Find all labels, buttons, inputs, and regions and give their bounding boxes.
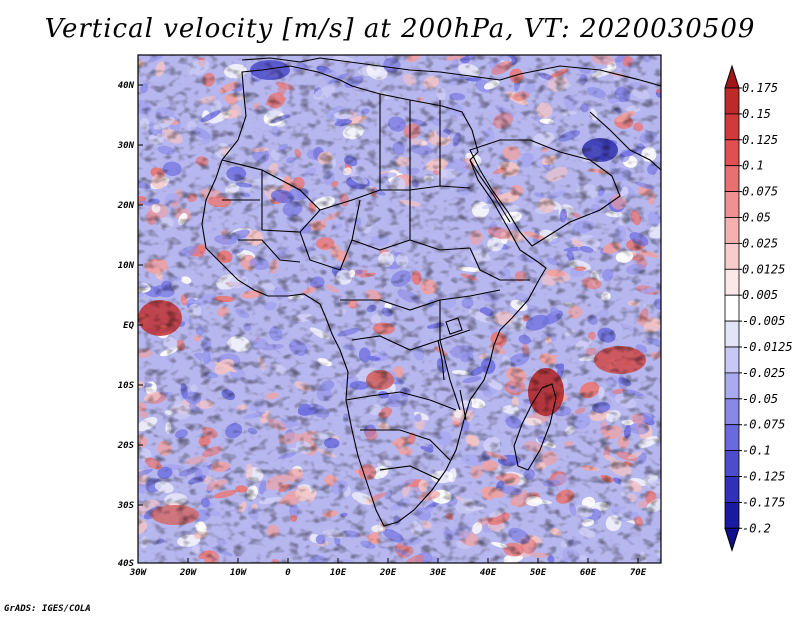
asia-coast [589, 111, 661, 171]
colorbar-label: 0.1 [742, 159, 764, 173]
lat-label: 30S [117, 501, 135, 511]
velocity-field [138, 55, 661, 563]
map-frame [137, 54, 662, 564]
colorbar-label: -0.05 [742, 392, 778, 406]
lake-malawi [459, 389, 467, 421]
colorbar-bin [724, 165, 740, 192]
border-5 [351, 239, 411, 251]
colorbar-bin [724, 398, 740, 426]
border-14 [439, 300, 461, 411]
border-16 [238, 239, 301, 263]
colorbar-label: 0.005 [742, 288, 778, 302]
coastline-borders [201, 57, 661, 527]
border-6 [340, 289, 501, 311]
colorbar-bin [724, 139, 740, 167]
colorbar-bin [724, 268, 740, 296]
madagascar-outline [513, 383, 557, 471]
colorbar-label: 0.175 [742, 81, 778, 95]
africa-coastline [201, 65, 547, 527]
lat-label: EQ [123, 321, 134, 331]
lat-label: 10S [118, 381, 135, 391]
colorbar-label: 0.15 [742, 107, 771, 121]
border-1 [221, 159, 471, 211]
colorbar-label: -0.1 [742, 444, 771, 458]
border-7 [351, 329, 471, 351]
colorbar-label: -0.0125 [742, 340, 793, 354]
colorbar-bin [724, 372, 740, 400]
lat-label: 20N [117, 201, 135, 211]
colorbar-label: -0.005 [742, 314, 785, 328]
colorbar-bin [724, 87, 740, 115]
lon-label: 30W [129, 568, 148, 578]
colorbar-label: -0.2 [742, 521, 771, 535]
colorbar-label: 0.125 [742, 133, 778, 147]
border-3 [299, 199, 361, 271]
border-13 [469, 247, 530, 281]
colorbar-bin [724, 242, 740, 270]
colorbar-bin [724, 476, 740, 503]
lon-label: 40E [480, 568, 497, 578]
border-9 [360, 429, 451, 461]
lon-label: 70E [630, 568, 647, 578]
colorbar-label: -0.175 [742, 495, 785, 509]
red-sea [469, 159, 511, 223]
colorbar-bin [724, 294, 740, 322]
latitude-labels: 40N 30N 20N 10N EQ 10S 20S 30S 40S [117, 81, 135, 569]
colorbar-cap-bottom [724, 527, 740, 552]
lake-victoria [445, 317, 463, 335]
colorbar-label: 0.075 [742, 185, 778, 199]
colorbar-cap-top [724, 64, 740, 89]
longitude-labels: 30W 20W 10W 0 10E 20E 30E 40E 50E 60E 70E [129, 568, 647, 578]
colorbar-bin [724, 424, 740, 452]
lon-label: 20W [179, 568, 198, 578]
colorbar-label: -0.025 [742, 366, 785, 380]
credit-text: GrADS: IGES/COLA [4, 604, 91, 614]
lat-label: 30N [117, 141, 135, 151]
colorbar-bin [724, 450, 740, 477]
colorbar-label: -0.125 [742, 470, 785, 484]
lat-label: 40N [118, 81, 135, 91]
europe-coast [241, 57, 661, 87]
map-title: Vertical velocity [m/s] at 200hPa, VT: 2… [44, 14, 756, 44]
colorbar-label: 0.025 [742, 236, 778, 250]
lon-label: 0 [285, 568, 291, 578]
lon-label: 10W [230, 568, 248, 578]
border-8 [345, 391, 457, 411]
colorbar-bin [724, 113, 740, 141]
lat-label: 20S [117, 441, 135, 451]
border-10 [379, 465, 441, 481]
colorbar-label: -0.075 [742, 418, 785, 432]
lon-label: 50E [530, 568, 547, 578]
colorbar-label: 0.05 [742, 211, 771, 225]
colorbar-bin [724, 501, 740, 529]
arabia-outline [469, 139, 621, 247]
lat-label: 10N [118, 261, 135, 271]
colorbar-label: 0.0125 [742, 262, 785, 276]
border-2 [261, 170, 321, 233]
lon-label: 20E [379, 568, 397, 578]
colorbar-bin [724, 191, 740, 218]
lon-label: 10E [330, 568, 347, 578]
colorbar: 0.175 0.15 0.125 0.1 0.075 0.05 0.025 0.0125 0.0… [724, 64, 793, 552]
colorbar-bin [724, 346, 740, 374]
colorbar-bin [724, 320, 740, 348]
lon-label: 30E [429, 568, 447, 578]
colorbar-bin [724, 217, 740, 244]
lat-label: 40S [118, 559, 135, 569]
lake-tanganyika [437, 339, 445, 381]
axis-ticks [137, 84, 639, 564]
lon-label: 60E [580, 568, 597, 578]
